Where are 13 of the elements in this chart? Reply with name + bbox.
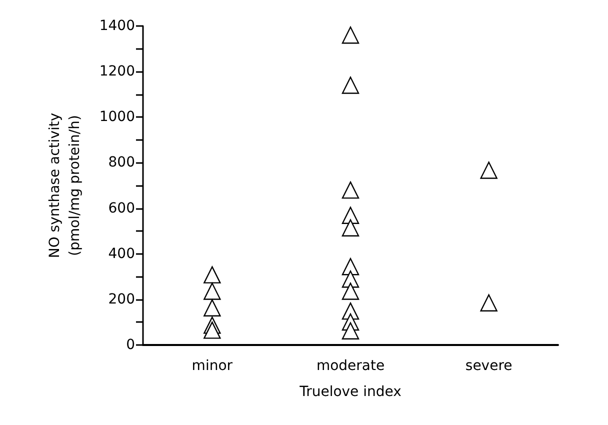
x-axis-title: Truelove index [298,384,402,400]
y-tick-label: 0 [126,337,135,353]
y-tick-label: 400 [108,246,135,262]
y-tick-label: 800 [108,154,135,171]
y-tick-label: 1400 [99,18,135,34]
x-tick-label: minor [192,358,233,374]
x-tick-label: moderate [316,358,385,374]
y-axis-title: NO synthase activity (pmol/mg protein/h) [47,112,83,258]
x-tick-label: severe [465,358,512,374]
y-tick-label: 200 [108,291,135,308]
y-tick-label: 600 [108,200,135,216]
y-tick-label: 1200 [99,64,135,80]
y-tick-label: 1000 [99,109,135,126]
